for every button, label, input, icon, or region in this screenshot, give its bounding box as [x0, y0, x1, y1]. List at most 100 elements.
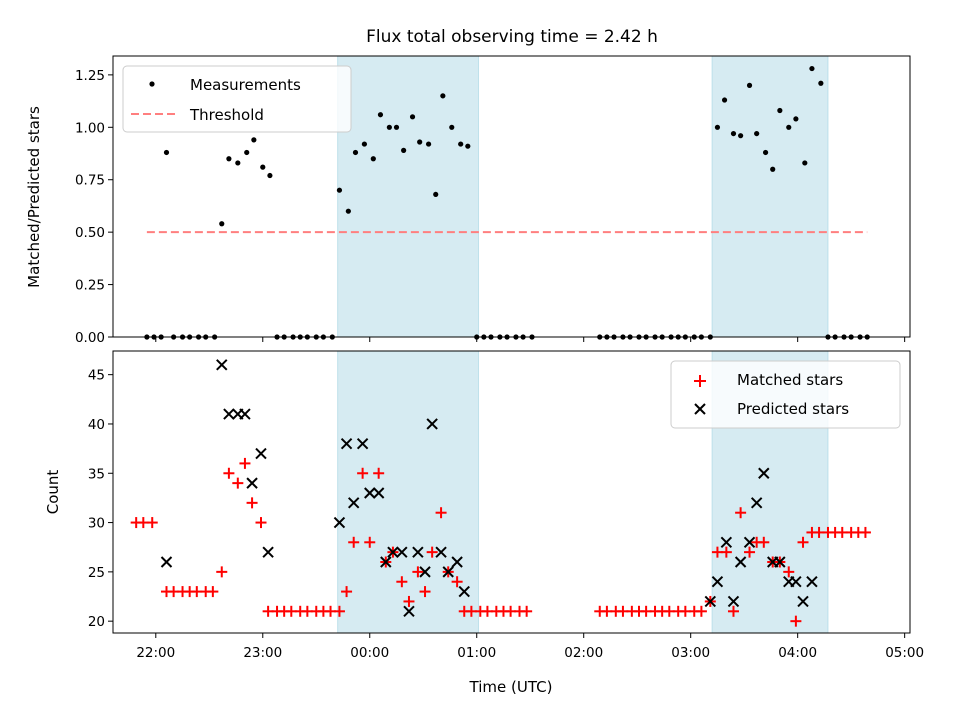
- x-tick-label: 05:00: [885, 645, 924, 661]
- measurement-point: [738, 133, 744, 139]
- predicted-star-stroke: [387, 546, 399, 558]
- top-y-tick-label: 1.00: [75, 120, 105, 136]
- measurement-point: [802, 160, 808, 166]
- top-legend: Measurements Threshold: [122, 65, 352, 133]
- top-legend-box: [122, 65, 352, 133]
- measurement-point: [409, 114, 416, 120]
- matched-star-point: [373, 467, 385, 479]
- matched-star-point: [790, 615, 802, 627]
- predicted-star-point: [333, 516, 346, 529]
- x-tick-label: 00:00: [350, 645, 389, 661]
- measurement-point: [260, 164, 266, 170]
- measurement-point: [754, 130, 760, 137]
- top-y-tick-label: 0.75: [75, 173, 105, 189]
- predicted-star-point: [387, 546, 399, 558]
- x-tick-label: 03:00: [671, 645, 710, 661]
- matched-star-point: [255, 517, 267, 529]
- matched-star-point: [348, 536, 360, 548]
- measurement-point: [235, 160, 241, 166]
- bottom-legend-box: [670, 360, 901, 429]
- predicted-star-point: [806, 576, 818, 588]
- predicted-star-stroke: [403, 605, 415, 618]
- top-shaded-intervals: [337, 55, 829, 338]
- measurement-point: [818, 80, 824, 86]
- matched-star-point: [720, 546, 732, 558]
- measurement-point: [465, 143, 471, 149]
- measurement-point: [449, 124, 455, 130]
- predicted-star-point: [419, 566, 431, 578]
- measurement-point: [226, 156, 232, 162]
- matched-star-point: [412, 566, 424, 578]
- predicted-star-stroke: [720, 536, 733, 548]
- predicted-star-point: [750, 497, 763, 509]
- predicted-star-stroke: [380, 556, 392, 568]
- measurement-point: [219, 221, 225, 227]
- bottom-x-axis-ticks: 22:00 23:00 00:00 01:00 02:00 03:00 04:00 05:00: [136, 633, 924, 661]
- measurement-point: [433, 191, 439, 198]
- matched-star-point: [797, 536, 809, 548]
- top-axes-frame: [112, 55, 911, 338]
- predicted-star-stroke: [727, 595, 740, 608]
- predicted-star-stroke: [426, 418, 438, 430]
- measurement-point: [393, 124, 400, 130]
- measurement-point: [163, 149, 170, 156]
- matched-stars-legend-marker: [694, 375, 706, 387]
- matched-star-point: [357, 467, 369, 479]
- matched-star-point: [521, 605, 533, 617]
- measurement-point: [401, 147, 407, 153]
- top-y-tick-label: 0.50: [75, 225, 105, 241]
- matched-star-point: [695, 605, 707, 617]
- predicted-star-point: [727, 595, 740, 608]
- top-y-axis-label: Matched/Predicted stars: [25, 106, 43, 288]
- top-x-axis-ticks: [155, 337, 906, 342]
- x-tick-label: 04:00: [778, 645, 817, 661]
- predicted-star-point: [403, 605, 415, 618]
- matched-star-point: [783, 566, 795, 578]
- predicted-star-stroke: [797, 595, 809, 608]
- measurement-point: [721, 97, 728, 103]
- measurement-point: [386, 124, 392, 130]
- measurement-point: [361, 141, 368, 147]
- x-tick-label: 01:00: [457, 645, 496, 661]
- predicted-star-point: [774, 556, 786, 568]
- matched-star-point: [435, 507, 447, 519]
- matched-star-point: [735, 507, 747, 519]
- predicted-star-stroke: [743, 536, 756, 548]
- matched-star-point: [216, 566, 228, 578]
- predicted-star-point: [356, 437, 369, 450]
- predicted-star-point: [458, 585, 470, 598]
- predicted-star-point: [216, 359, 228, 371]
- measurement-point: [251, 137, 257, 143]
- matched-star-point: [451, 576, 463, 588]
- shaded-interval: [337, 350, 480, 634]
- predicted-star-stroke: [704, 595, 717, 608]
- predicted-star-point: [442, 566, 454, 578]
- predicted-star-stroke: [806, 576, 818, 588]
- matched-star-point: [396, 576, 408, 588]
- matched-star-point: [859, 526, 871, 538]
- threshold-legend-label: Threshold: [189, 106, 264, 124]
- x-tick-label: 02:00: [564, 645, 603, 661]
- matched-star-point: [239, 457, 251, 469]
- matched-star-point: [333, 605, 345, 617]
- predicted-star-stroke: [364, 487, 376, 499]
- predicted-star-point: [364, 487, 376, 499]
- matched-star-point: [207, 586, 219, 598]
- predicted-star-point: [262, 546, 274, 558]
- predicted-star-stroke: [223, 408, 235, 420]
- predicted-star-stroke: [262, 546, 274, 558]
- shaded-interval: [711, 55, 829, 338]
- matched-star-point: [364, 536, 376, 548]
- measurement-point: [244, 149, 250, 156]
- predicted-star-stroke: [419, 566, 431, 578]
- predicted-star-point: [758, 467, 770, 479]
- bottom-y-tick-label: 20: [88, 614, 105, 630]
- bottom-panel: 20 25 30 35 40 45 22:00 23:00 00:00 01:00 02:00 03…: [44, 350, 924, 696]
- predicted-star-point: [704, 595, 717, 608]
- predicted-star-stroke: [372, 487, 385, 499]
- predicted-star-stroke: [774, 556, 786, 568]
- predicted-stars-legend-label: Predicted stars: [737, 400, 849, 418]
- bottom-y-tick-label: 40: [88, 417, 105, 433]
- predicted-star-stroke: [340, 437, 353, 450]
- predicted-star-point: [797, 595, 809, 608]
